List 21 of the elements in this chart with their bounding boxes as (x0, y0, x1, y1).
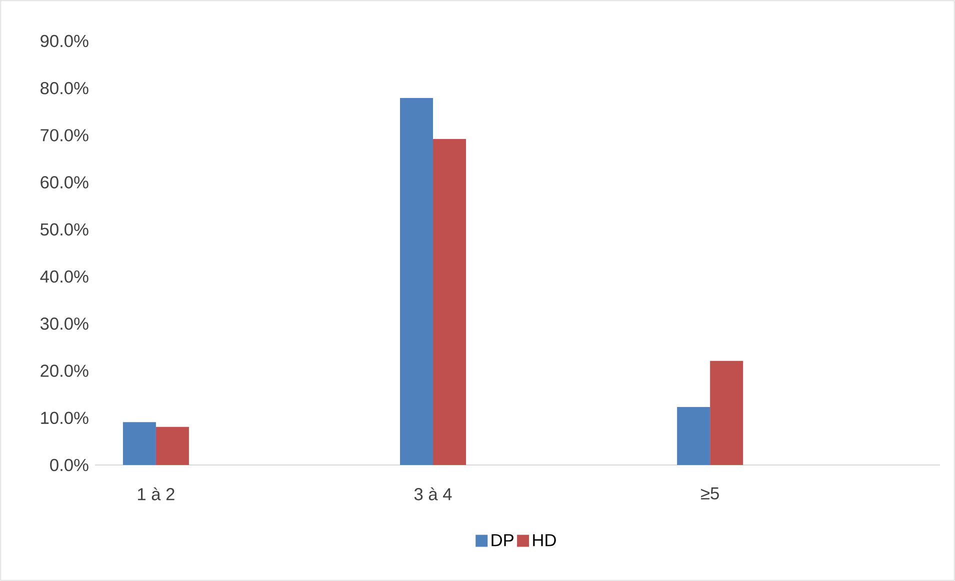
bar (433, 138, 466, 465)
bar (122, 422, 156, 465)
legend-label: HD (533, 534, 556, 546)
y-tick-label: 70.0% (40, 129, 88, 142)
bar (156, 426, 189, 465)
y-tick-label: 10.0% (41, 412, 88, 424)
y-tick-label: 40.0% (40, 270, 88, 283)
y-tick-label: 80.0% (40, 82, 88, 94)
x-tick-label: 3 à 4 (414, 487, 452, 500)
y-tick-label: 60.0% (40, 176, 88, 188)
y-tick-label: 0.0% (50, 458, 88, 472)
y-tick-label: 20.0% (40, 364, 88, 377)
y-tick-label: 50.0% (40, 223, 88, 236)
legend-label: DP (492, 534, 514, 546)
y-tick-label: 90.0% (40, 34, 88, 48)
x-tick-label: ≥5 (701, 487, 719, 500)
x-tick-label: 1 à 2 (138, 487, 174, 500)
y-tick-label: 30.0% (40, 318, 88, 330)
bar (400, 98, 434, 465)
bar (710, 360, 744, 465)
bar (677, 407, 710, 465)
